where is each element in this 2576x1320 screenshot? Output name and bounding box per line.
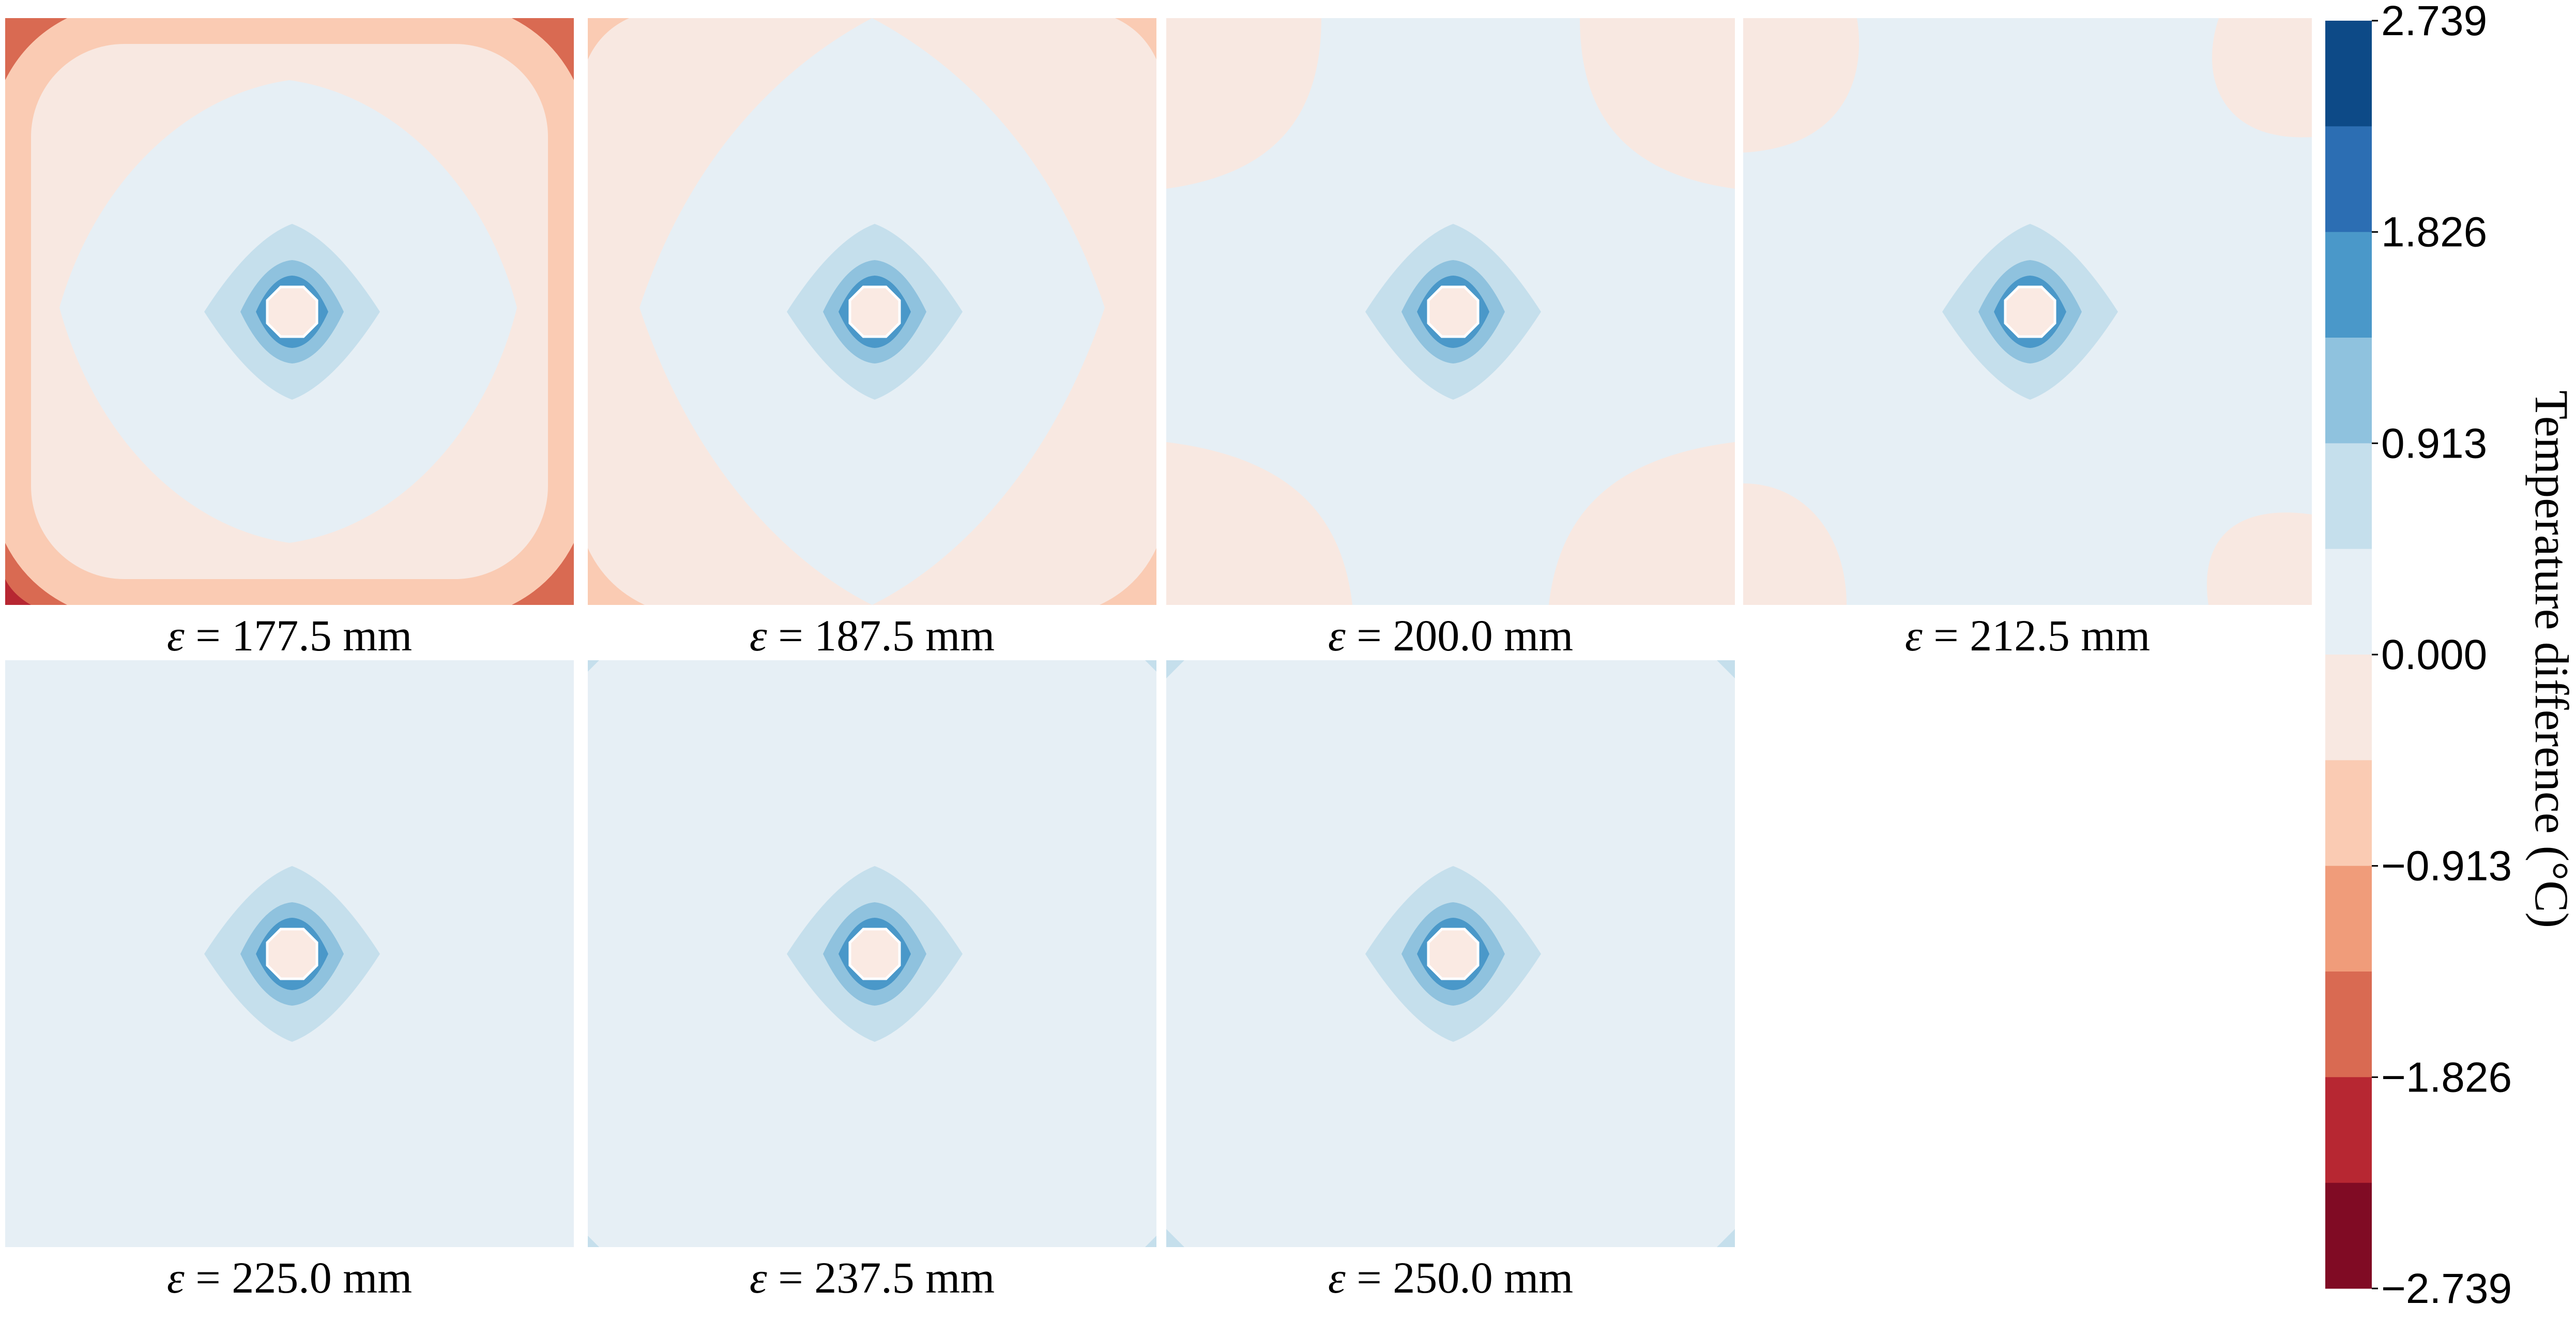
panel-label-5: ε = 225.0 mm xyxy=(167,1253,412,1302)
panel-label-7: ε = 250.0 mm xyxy=(1328,1253,1573,1302)
colorbar-level-9 xyxy=(2325,866,2372,972)
colorbar-tick-label: 1.826 xyxy=(2381,209,2487,256)
colorbar-level-11 xyxy=(2325,1077,2372,1184)
panel-5 xyxy=(5,660,574,1247)
colorbar-level-1 xyxy=(2325,21,2372,127)
panel-label-1: ε = 177.5 mm xyxy=(167,611,412,660)
colorbar-title: Temperature difference (°C) xyxy=(2525,390,2576,928)
colorbar xyxy=(2325,21,2372,1289)
panel-label-6: ε = 237.5 mm xyxy=(750,1253,995,1302)
colorbar-tick-label: −2.739 xyxy=(2381,1265,2512,1312)
colorbar-level-2 xyxy=(2325,126,2372,233)
panel-label-2: ε = 187.5 mm xyxy=(750,611,995,660)
colorbar-level-6 xyxy=(2325,549,2372,655)
panel-label-3: ε = 200.0 mm xyxy=(1328,611,1573,660)
colorbar-level-8 xyxy=(2325,760,2372,867)
panel-6 xyxy=(588,660,1156,1247)
colorbar-tick-label: −1.826 xyxy=(2381,1054,2512,1101)
panel-3 xyxy=(1166,18,1735,605)
colorbar-level-12 xyxy=(2325,1182,2372,1289)
colorbar-level-7 xyxy=(2325,655,2372,761)
panel-2 xyxy=(588,18,1156,605)
panel-7 xyxy=(1166,660,1735,1247)
colorbar-tick-label: −0.913 xyxy=(2381,843,2512,890)
panel-1 xyxy=(5,18,574,605)
colorbar-level-5 xyxy=(2325,443,2372,550)
colorbar-ticks: 2.739 1.826 0.913 0.000 −0.913 −1.826 −2.739 xyxy=(2372,0,2512,1312)
colorbar-level-3 xyxy=(2325,232,2372,338)
colorbar-level-10 xyxy=(2325,972,2372,1078)
colorbar-tick-label: 2.739 xyxy=(2381,0,2487,44)
panel-4 xyxy=(1743,18,2312,605)
colorbar-level-4 xyxy=(2325,338,2372,444)
colorbar-tick-label: 0.913 xyxy=(2381,420,2487,467)
panel-label-4: ε = 212.5 mm xyxy=(1905,611,2150,660)
colorbar-tick-label: 0.000 xyxy=(2381,631,2487,678)
